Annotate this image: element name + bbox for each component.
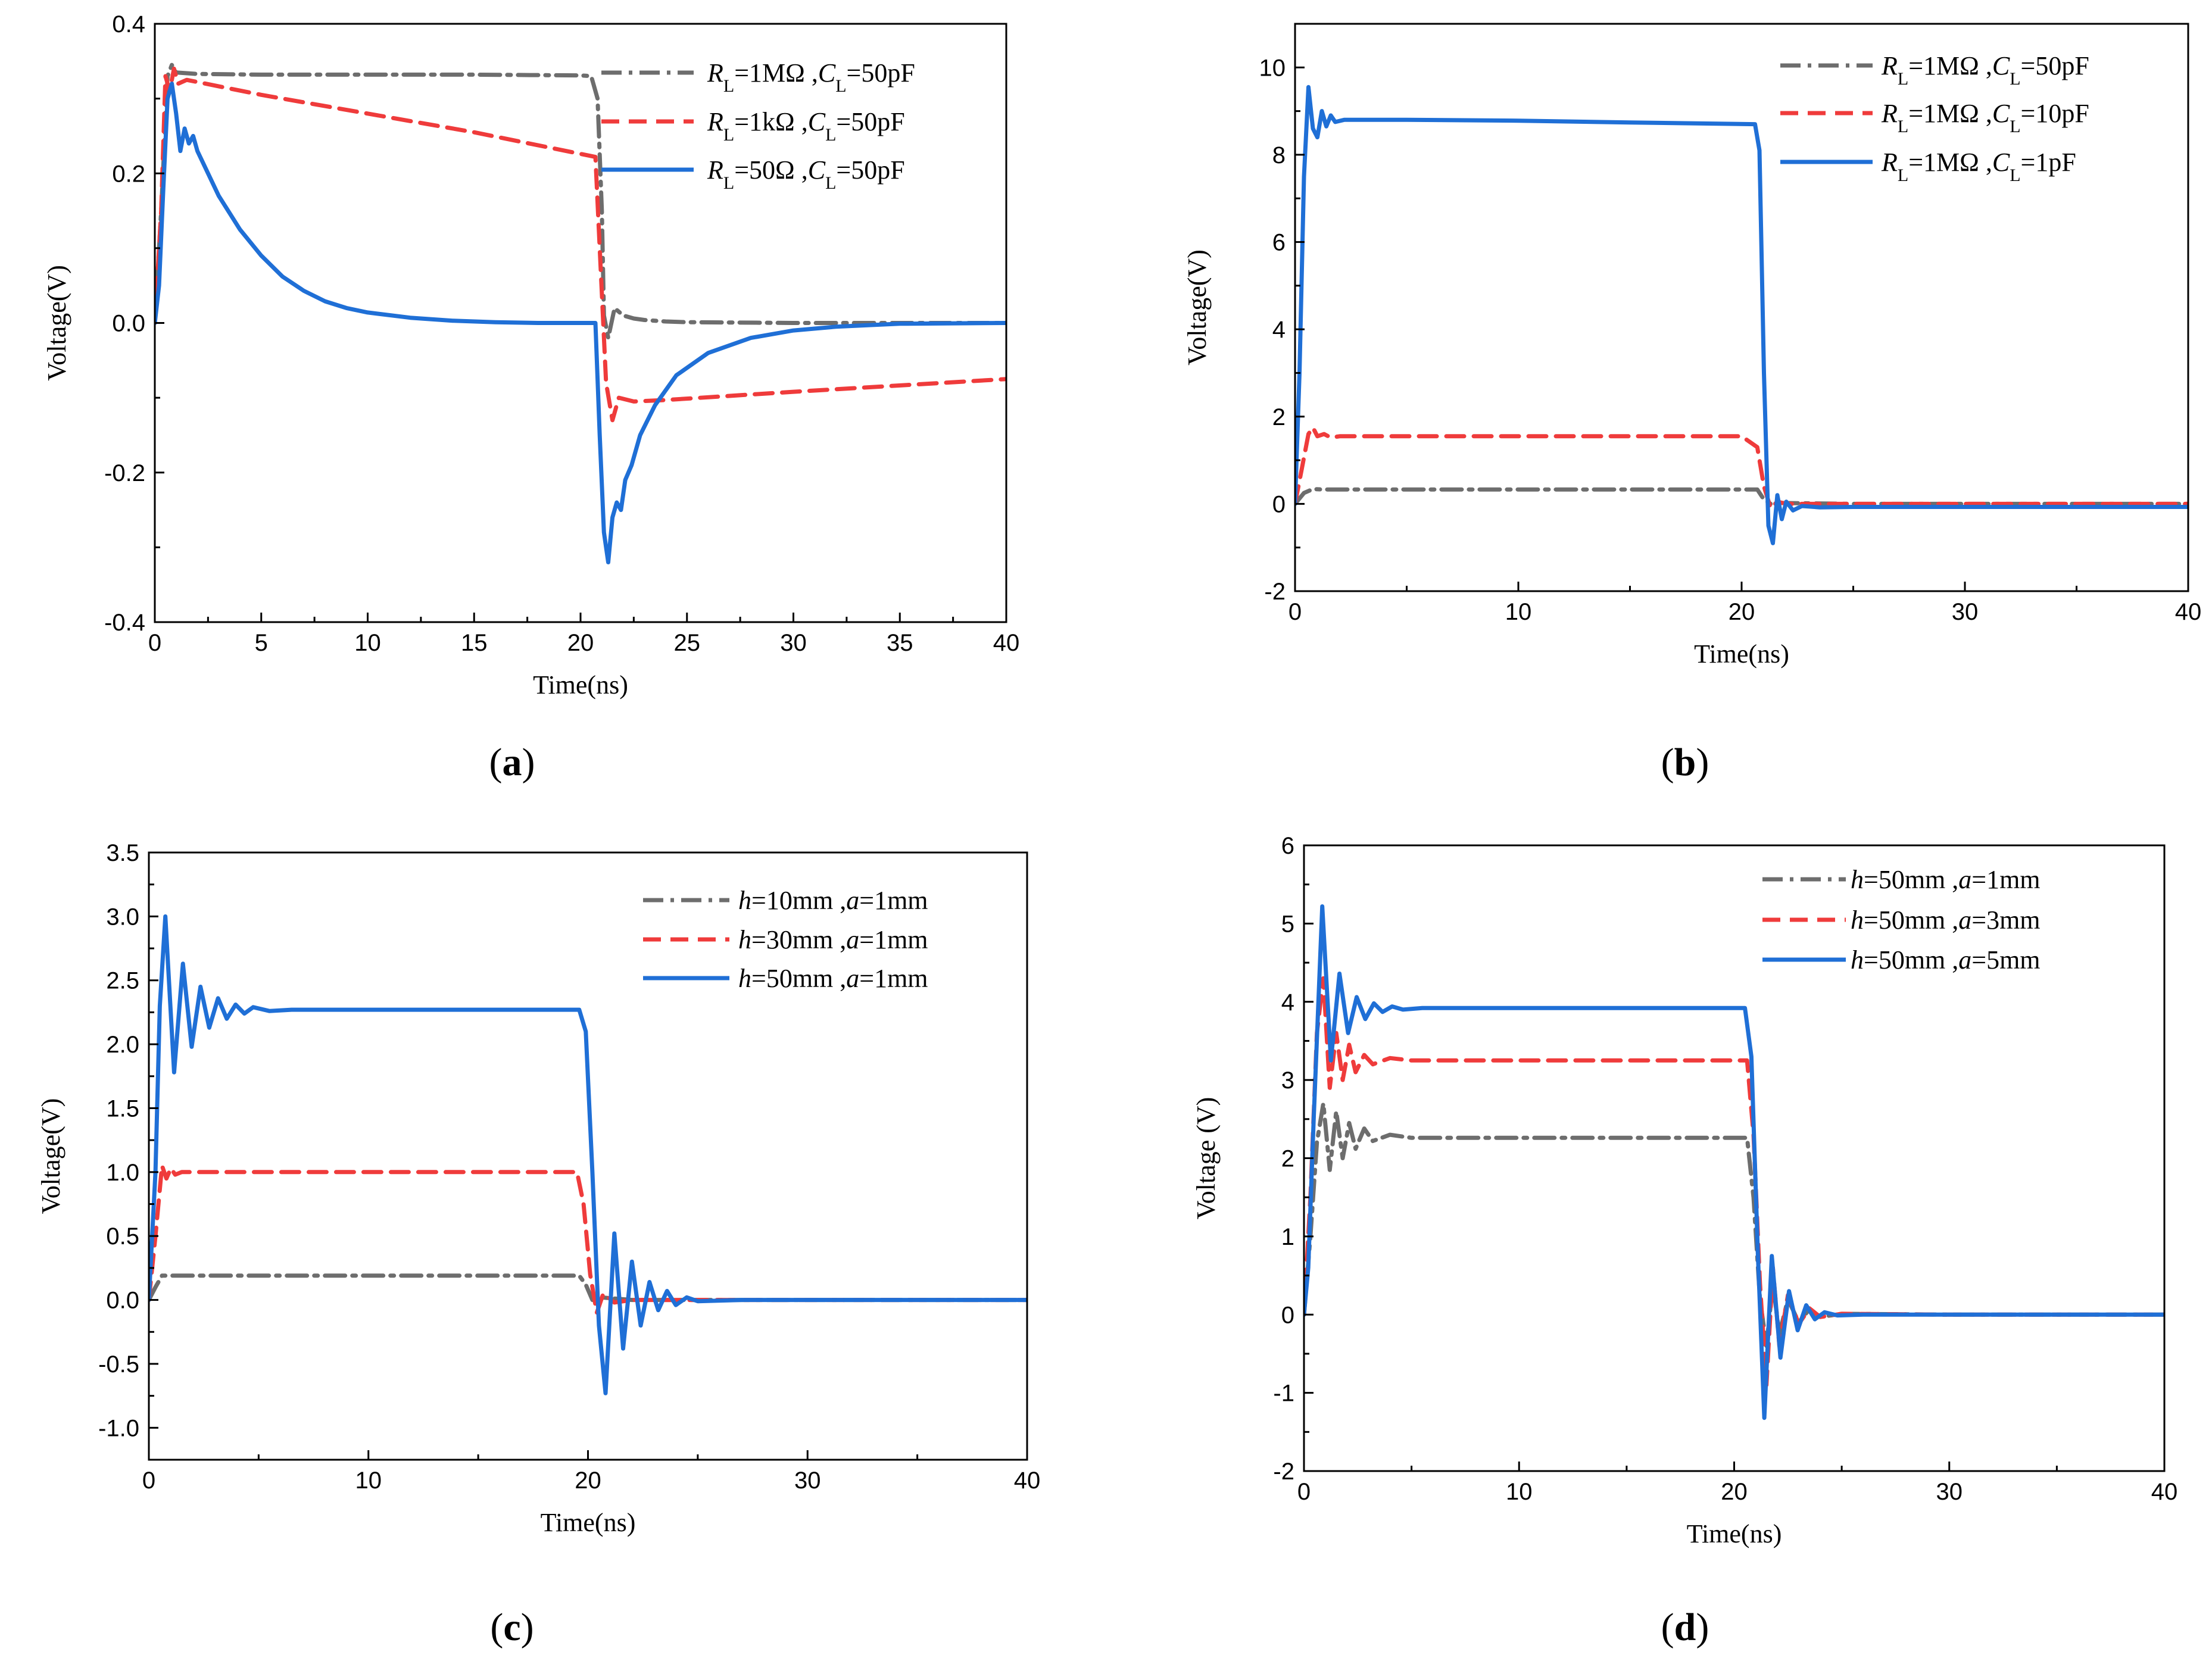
x-tick-label: 5 (255, 630, 268, 656)
y-tick-label: 2 (1272, 404, 1286, 430)
y-tick-label: 0.4 (112, 11, 145, 38)
series-line-a-1 (155, 63, 1006, 341)
legend-label: h=50mm ,a=1mm (1851, 865, 2041, 894)
y-tick-label: 1.5 (106, 1095, 139, 1122)
y-tick-label: 1.0 (106, 1160, 139, 1186)
x-tick-label: 10 (1506, 1479, 1533, 1505)
x-axis-label: Time(ns) (533, 670, 628, 700)
legend-label: h=30mm ,a=1mm (738, 925, 928, 954)
y-tick-label: 3.5 (106, 840, 139, 866)
y-tick-label: 0.0 (112, 311, 145, 337)
x-tick-label: 20 (1721, 1479, 1748, 1505)
y-tick-label: 0.5 (106, 1223, 139, 1250)
y-tick-label: 10 (1259, 55, 1286, 81)
series-line-c-1 (149, 1273, 1027, 1303)
series-line-d-2 (1304, 976, 2164, 1387)
legend-label: h=10mm ,a=1mm (738, 886, 928, 915)
x-axis-label: Time(ns) (541, 1508, 636, 1537)
panel-label: (d) (1661, 1606, 1709, 1649)
series-line-b-3 (1295, 85, 2188, 545)
y-tick-label: -0.5 (98, 1351, 139, 1378)
x-tick-label: 0 (148, 630, 161, 656)
x-tick-label: 10 (355, 1467, 382, 1494)
series-line-c-3 (149, 914, 1027, 1395)
x-tick-label: 40 (993, 630, 1020, 656)
legend: RL=1MΩ ,CL=50pF RL=1MΩ ,CL=10pF RL=1MΩ ,CL… (1780, 51, 2089, 185)
panel-label: (c) (490, 1606, 533, 1649)
panel-d: 0 10 20 30 40 -2 -1 0 1 2 3 4 5 6 Time(ns) Voltage (V) h… (1191, 833, 2177, 1649)
legend-label: RL=50Ω ,CL=50pF (707, 155, 905, 193)
y-axis-label: Voltage(V) (1183, 249, 1212, 366)
x-tick-label: 40 (2151, 1479, 2178, 1505)
y-tick-label: 8 (1272, 142, 1286, 168)
y-tick-label: 0.2 (112, 161, 145, 187)
y-tick-label: -1 (1273, 1381, 1294, 1407)
y-tick-label: -0.4 (104, 610, 145, 636)
x-tick-label: 40 (2175, 599, 2202, 625)
x-axis-label: Time(ns) (1687, 1519, 1782, 1548)
y-tick-label: -2 (1264, 579, 1286, 605)
y-tick-label: 4 (1272, 317, 1286, 343)
y-tick-label: 4 (1281, 989, 1294, 1016)
x-tick-label: 35 (887, 630, 913, 656)
series-line-b-1 (1295, 487, 2188, 506)
y-tick-label: 5 (1281, 911, 1294, 937)
panel-c: 0 10 20 30 40 -1.0 -0.5 0.0 0.5 1.0 1.5 2.0 2.5 3.0 3.… (36, 840, 1040, 1649)
legend: h=50mm ,a=1mm h=50mm ,a=3mm h=50mm ,a=5mm (1762, 865, 2041, 975)
x-tick-label: 30 (1952, 599, 1979, 625)
x-tick-label: 30 (794, 1467, 821, 1494)
plot-frame (1303, 844, 2166, 1472)
x-axis-label: Time(ns) (1694, 639, 1789, 669)
legend-label: RL=1MΩ ,CL=50pF (1881, 51, 2089, 89)
series-line-d-1 (1304, 1101, 2164, 1348)
y-tick-label: 2.0 (106, 1032, 139, 1058)
x-tick-label: 20 (575, 1467, 601, 1494)
y-tick-label: 1 (1281, 1224, 1294, 1250)
y-axis-label: Voltage (V) (1191, 1097, 1221, 1220)
x-tick-label: 20 (1729, 599, 1755, 625)
legend: h=10mm ,a=1mm h=30mm ,a=1mm h=50mm ,a=1mm (643, 886, 928, 993)
legend-label: RL=1MΩ ,CL=1pF (1881, 148, 2076, 185)
x-tick-label: 0 (142, 1467, 155, 1494)
y-tick-label: 0 (1281, 1302, 1294, 1328)
series-line-b-2 (1295, 425, 2188, 511)
legend-label: h=50mm ,a=3mm (1851, 905, 2041, 935)
y-tick-label: 3.0 (106, 904, 139, 930)
legend-label: RL=1kΩ ,CL=50pF (707, 107, 905, 145)
y-tick-label: 0 (1272, 491, 1286, 517)
y-tick-label: 6 (1272, 230, 1286, 256)
x-tick-label: 30 (1936, 1479, 1963, 1505)
series-line-d-3 (1304, 904, 2164, 1420)
legend: RL=1MΩ ,CL=50pF RL=1kΩ ,CL=50pF RL=50Ω ,CL… (601, 58, 915, 193)
panel-a: 0 5 10 15 20 25 30 35 40 -0.4 -0.2 0.0 0.2 0.4 Time(ns… (42, 11, 1019, 784)
y-axis-label: Voltage(V) (36, 1098, 65, 1214)
x-tick-label: 0 (1297, 1479, 1311, 1505)
x-tick-label: 10 (1505, 599, 1532, 625)
panel-label: (b) (1661, 741, 1709, 784)
y-tick-label: 2 (1281, 1146, 1294, 1172)
panel-label: (a) (489, 741, 535, 784)
legend-label: h=50mm ,a=5mm (1851, 945, 2041, 975)
series-line-a-3 (155, 82, 1006, 564)
y-tick-label: 3 (1281, 1067, 1294, 1094)
y-tick-label: -1.0 (98, 1415, 139, 1441)
legend-label: h=50mm ,a=1mm (738, 964, 928, 993)
x-tick-label: 25 (674, 630, 701, 656)
y-axis-label: Voltage(V) (42, 265, 71, 381)
legend-label: RL=1MΩ ,CL=50pF (707, 58, 915, 96)
y-tick-label: -0.2 (104, 460, 145, 486)
x-tick-label: 20 (567, 630, 594, 656)
y-tick-label: 6 (1281, 833, 1294, 859)
y-tick-label: 0.0 (106, 1288, 139, 1314)
legend-label: RL=1MΩ ,CL=10pF (1881, 99, 2089, 136)
y-tick-label: 2.5 (106, 968, 139, 994)
x-tick-label: 0 (1288, 599, 1302, 625)
x-tick-label: 15 (461, 630, 488, 656)
x-tick-label: 10 (354, 630, 381, 656)
x-tick-label: 30 (780, 630, 807, 656)
y-tick-label: -2 (1273, 1459, 1294, 1485)
x-tick-label: 40 (1014, 1467, 1041, 1494)
panel-b: 0 10 20 30 40-20246810Time(ns)Voltage(V)RL=1… (1183, 23, 2202, 784)
